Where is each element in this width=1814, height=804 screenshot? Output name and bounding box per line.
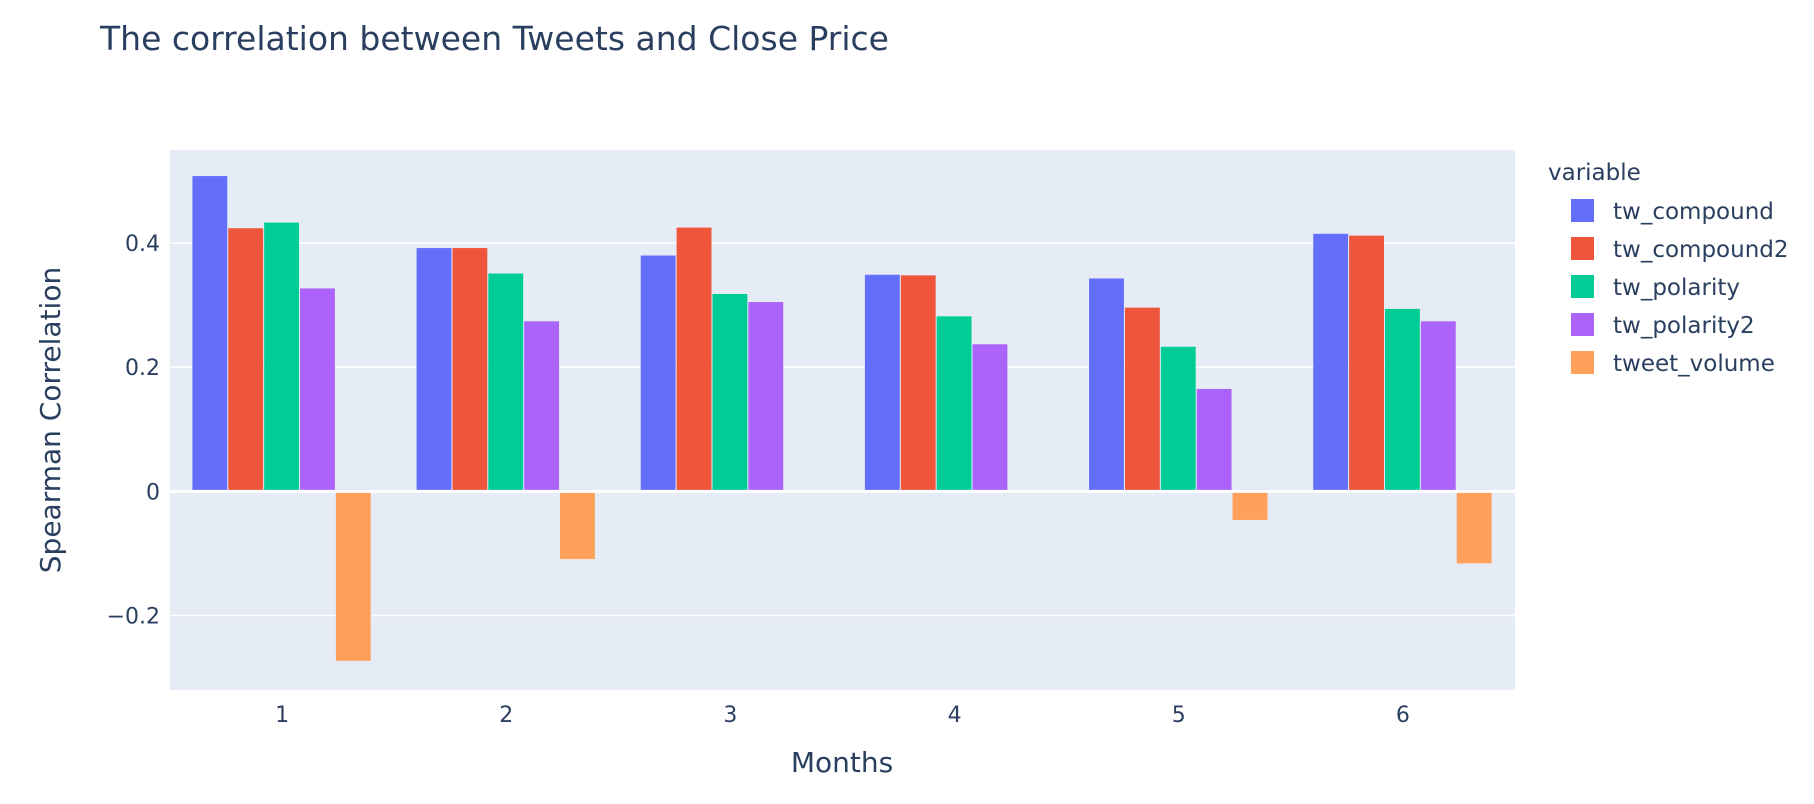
- bar-tw_compound2-6: [1349, 235, 1384, 492]
- y-tick-label: 0.2: [125, 356, 160, 381]
- bar-tw_compound2-3: [676, 227, 712, 492]
- bar-tw_polarity-4: [936, 316, 972, 492]
- legend-swatch-tw_compound: [1571, 199, 1594, 222]
- bar-tw_polarity2-6: [1420, 321, 1456, 492]
- x-tick-label: 3: [723, 703, 737, 728]
- bar-tw_compound2-5: [1124, 307, 1160, 492]
- gridlines: [170, 242, 1515, 617]
- bar-tw_compound-3: [640, 255, 676, 492]
- bar-tw_compound2-4: [900, 275, 936, 492]
- bar-tw_compound-4: [864, 274, 900, 492]
- y-axis-title: Spearman Correlation: [34, 267, 67, 573]
- x-tick-label: 4: [948, 703, 962, 728]
- y-axis-ticks: −0.2 0 0.2 0.4: [107, 232, 160, 629]
- bar-tw_polarity-6: [1384, 308, 1420, 492]
- legend-swatch-tw_compound2: [1571, 237, 1594, 260]
- legend-label-tw_compound: tw_compound: [1613, 199, 1774, 225]
- legend: variable tw_compound tw_compound2 tw_polar…: [1548, 160, 1789, 377]
- legend-swatch-tw_polarity: [1571, 275, 1594, 298]
- bar-tw_compound2-2: [452, 248, 488, 492]
- bar-tw_polarity2-4: [972, 344, 1008, 492]
- plot-background: [170, 150, 1515, 690]
- bar-tw_polarity-1: [264, 222, 300, 492]
- x-tick-label: 1: [275, 703, 289, 728]
- legend-label-tw_polarity2: tw_polarity2: [1613, 313, 1755, 339]
- bar-tw_compound-5: [1089, 278, 1124, 492]
- bar-tw_polarity2-3: [748, 302, 784, 492]
- bar-tw_polarity2-5: [1196, 388, 1232, 492]
- legend-swatch-tw_polarity2: [1571, 313, 1594, 336]
- y-tick-label: 0.4: [125, 232, 160, 257]
- bar-tw_compound-6: [1313, 233, 1349, 492]
- bar-tw_polarity-3: [712, 294, 748, 492]
- y-tick-label: 0: [146, 480, 160, 505]
- bar-tw_compound-1: [192, 176, 228, 492]
- legend-swatch-tweet_volume: [1571, 351, 1594, 374]
- x-tick-label: 5: [1172, 703, 1186, 728]
- x-axis-title: Months: [791, 746, 893, 779]
- bar-tw_polarity2-1: [300, 288, 335, 492]
- bar-tweet_volume-5: [1232, 491, 1268, 520]
- chart-title: The correlation between Tweets and Close…: [99, 19, 889, 58]
- x-tick-label: 6: [1396, 703, 1410, 728]
- bar-tweet_volume-1: [335, 491, 371, 661]
- legend-label-tw_polarity: tw_polarity: [1613, 275, 1740, 301]
- x-tick-label: 2: [499, 703, 513, 728]
- bar-tw_polarity2-2: [524, 321, 560, 492]
- legend-items: tw_compound tw_compound2 tw_polarity tw_pol…: [1571, 199, 1789, 377]
- legend-title: variable: [1548, 160, 1641, 186]
- legend-label-tweet_volume: tweet_volume: [1613, 351, 1775, 377]
- bar-tw_polarity-2: [488, 273, 524, 492]
- x-axis-ticks: 1 2 3 4 5 6: [275, 703, 1410, 728]
- legend-label-tw_compound2: tw_compound2: [1613, 237, 1789, 263]
- bar-tw_compound-2: [416, 248, 452, 492]
- bar-tw_polarity-5: [1160, 346, 1196, 492]
- bar-tweet_volume-6: [1456, 491, 1492, 564]
- y-tick-label: −0.2: [107, 605, 160, 630]
- bar-tweet_volume-2: [560, 491, 595, 560]
- bar-tw_compound2-1: [228, 228, 264, 492]
- bars: [192, 176, 1492, 661]
